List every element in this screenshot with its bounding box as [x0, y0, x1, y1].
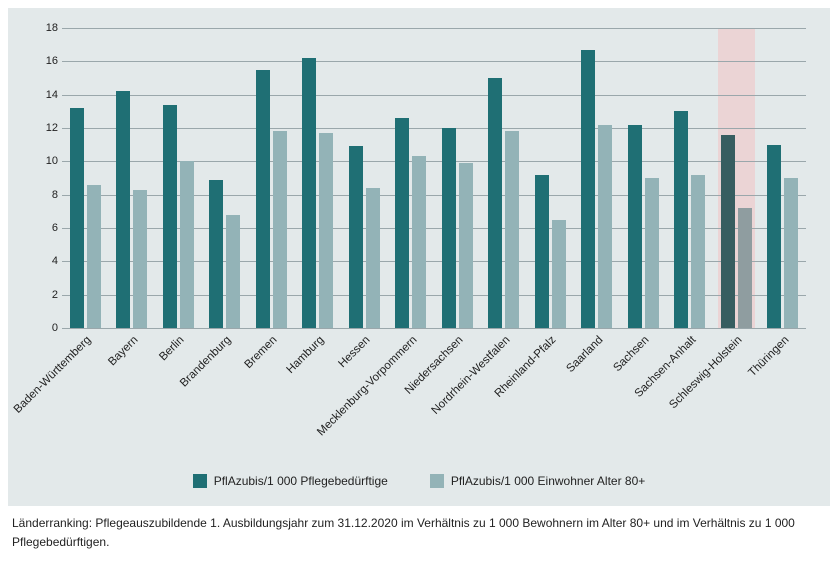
bar-s1 [395, 118, 409, 328]
bar-group [620, 28, 667, 328]
bar-s1 [581, 50, 595, 328]
y-tick-label: 14 [32, 89, 58, 101]
bar-group [713, 28, 760, 328]
bar-s1 [442, 128, 456, 328]
x-tick-label: Thüringen [760, 328, 807, 468]
bar-group [248, 28, 295, 328]
bar-group [155, 28, 202, 328]
x-tick-label: Hamburg [295, 328, 342, 468]
bar-s1 [488, 78, 502, 328]
x-tick-label: Nordrhein-Westfalen [481, 328, 528, 468]
y-tick-label: 4 [32, 255, 58, 267]
x-tick-label: Berlin [155, 328, 202, 468]
bar-s2 [273, 131, 287, 328]
bar-group [574, 28, 621, 328]
y-tick-label: 8 [32, 189, 58, 201]
bar-group [760, 28, 807, 328]
y-tick-label: 10 [32, 155, 58, 167]
x-tick-label: Baden-Württemberg [62, 328, 109, 468]
legend-swatch-2 [430, 474, 444, 488]
x-tick-label: Saarland [574, 328, 621, 468]
chart-caption: Länderranking: Pflegeauszubildende 1. Au… [8, 506, 828, 551]
bar-s1 [674, 111, 688, 328]
bar-s2 [645, 178, 659, 328]
bar-group [434, 28, 481, 328]
bar-group [341, 28, 388, 328]
gridline [62, 95, 806, 96]
bar-s2 [598, 125, 612, 328]
bar-group [202, 28, 249, 328]
bar-s2 [319, 133, 333, 328]
bar-s1 [256, 70, 270, 328]
bar-s1 [163, 105, 177, 328]
gridline [62, 28, 806, 29]
y-tick-label: 16 [32, 55, 58, 67]
y-tick-label: 6 [32, 222, 58, 234]
bar-s1 [116, 91, 130, 328]
bar-s2 [784, 178, 798, 328]
bar-group [109, 28, 156, 328]
x-tick-label: Sachsen [620, 328, 667, 468]
bar-group [481, 28, 528, 328]
plot-area: 024681012141618 [62, 28, 806, 328]
bar-s1 [721, 135, 735, 328]
bar-s2 [226, 215, 240, 328]
x-tick-label: Mecklenburg-Vorpommern [388, 328, 435, 468]
bar-s2 [412, 156, 426, 328]
bar-s2 [180, 161, 194, 328]
bar-s1 [302, 58, 316, 328]
bar-s2 [738, 208, 752, 328]
bar-group [62, 28, 109, 328]
bar-s1 [70, 108, 84, 328]
bar-s1 [535, 175, 549, 328]
bar-group [527, 28, 574, 328]
bar-s1 [767, 145, 781, 328]
x-tick-label: Brandenburg [202, 328, 249, 468]
x-tick-label: Bremen [248, 328, 295, 468]
y-tick-label: 12 [32, 122, 58, 134]
bar-s2 [459, 163, 473, 328]
x-axis-labels: Baden-WürttembergBayernBerlinBrandenburg… [62, 328, 806, 468]
legend-label-2: PflAzubis/1 000 Einwohner Alter 80+ [451, 474, 645, 488]
bars-area [62, 28, 806, 328]
bar-s2 [505, 131, 519, 328]
bar-s2 [691, 175, 705, 328]
y-tick-label: 2 [32, 289, 58, 301]
x-tick-label: Rheinland-Pfalz [527, 328, 574, 468]
y-tick-label: 18 [32, 22, 58, 34]
y-tick-label: 0 [32, 322, 58, 334]
bar-s1 [209, 180, 223, 328]
legend-item-series-2: PflAzubis/1 000 Einwohner Alter 80+ [430, 474, 645, 488]
bar-s1 [628, 125, 642, 328]
legend-item-series-1: PflAzubis/1 000 Pflegebedürftige [193, 474, 388, 488]
gridline [62, 61, 806, 62]
legend: PflAzubis/1 000 Pflegebedürftige PflAzub… [26, 468, 812, 492]
bar-s2 [133, 190, 147, 328]
legend-label-1: PflAzubis/1 000 Pflegebedürftige [214, 474, 388, 488]
bar-s2 [552, 220, 566, 328]
bar-s2 [366, 188, 380, 328]
x-tick-label: Schleswig-Holstein [713, 328, 760, 468]
legend-swatch-1 [193, 474, 207, 488]
bar-s2 [87, 185, 101, 328]
bar-group [295, 28, 342, 328]
bar-group [388, 28, 435, 328]
x-tick-label: Bayern [109, 328, 156, 468]
chart-container: 024681012141618 Baden-WürttembergBayernB… [8, 8, 830, 506]
bar-group [667, 28, 714, 328]
bar-s1 [349, 146, 363, 328]
